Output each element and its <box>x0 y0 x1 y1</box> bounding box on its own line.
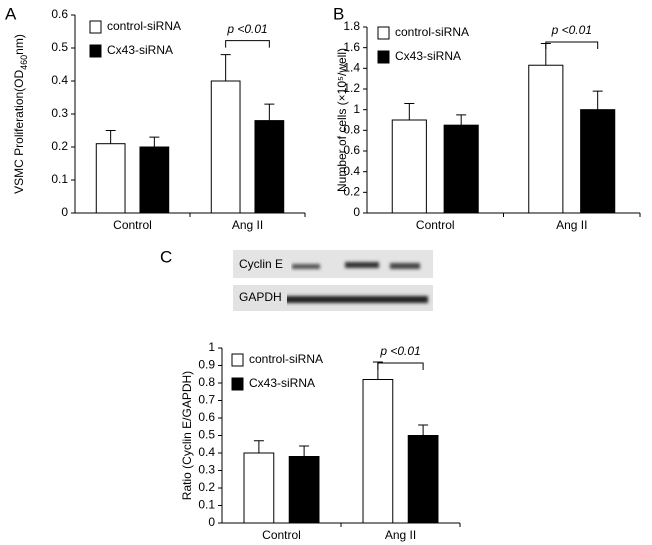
y-axis-label-part: Number of cells (×10⁵/well) <box>335 48 349 192</box>
blot-bands <box>238 262 428 303</box>
y-tick-label: 0.9 <box>198 358 215 372</box>
y-tick-label: 0.4 <box>51 73 68 87</box>
y-axis-label-part: 460 <box>19 55 29 70</box>
y-tick-label: 0.1 <box>198 498 215 512</box>
p-value: p <0.01 <box>551 23 592 37</box>
legend-label: Cx43-siRNA <box>107 43 173 57</box>
blot-label: Cyclin E <box>239 257 283 271</box>
x-tick-label: Ang II <box>385 528 416 542</box>
bar <box>210 80 241 214</box>
legend-swatch <box>377 26 390 40</box>
error-bar <box>105 130 116 144</box>
y-axis-label: Ratio (Cyclin E/GAPDH) <box>180 371 194 500</box>
panel-letter: B <box>333 4 344 23</box>
y-tick-label: 1 <box>353 102 360 116</box>
y-tick-label: 0.3 <box>198 463 215 477</box>
y-tick-label: 1.8 <box>343 19 360 33</box>
bar <box>254 120 285 214</box>
p-value: p <0.01 <box>226 22 267 36</box>
legend-label: control-siRNA <box>395 25 469 39</box>
significance-bracket <box>377 362 424 370</box>
error-bar <box>299 445 310 457</box>
y-tick-label: 0.6 <box>343 143 360 157</box>
legend-label: control-siRNA <box>249 352 323 366</box>
y-axis-label: VSMC Proliferation(OD460nm) <box>12 34 29 194</box>
x-tick-label: Control <box>113 218 152 232</box>
y-tick-label: 0.2 <box>51 139 68 153</box>
x-tick-label: Ang II <box>232 218 263 232</box>
y-tick-label: 1.6 <box>343 40 360 54</box>
y-tick-label: 0.6 <box>198 410 215 424</box>
y-tick-label: 1 <box>208 340 215 354</box>
y-axis-label-part: Ratio (Cyclin E/GAPDH) <box>180 371 194 500</box>
panel-letter: C <box>160 247 172 266</box>
panel-letter: A <box>5 4 17 23</box>
y-tick-label: 0.2 <box>198 480 215 494</box>
y-axis-label-part: VSMC Proliferation(OD <box>12 70 26 194</box>
y-axis-label-part: nm) <box>12 34 26 55</box>
legend-swatch <box>377 50 390 64</box>
legend-swatch <box>231 377 244 391</box>
blot-label: GAPDH <box>239 290 282 304</box>
x-tick-label: Ang II <box>556 218 587 232</box>
error-bar <box>264 103 275 121</box>
legend-label: control-siRNA <box>107 19 181 33</box>
significance-bracket <box>225 40 270 48</box>
bar <box>407 435 439 524</box>
y-tick-label: 0.8 <box>198 375 215 389</box>
significance-bracket <box>545 41 599 49</box>
bar <box>139 146 170 214</box>
y-tick-label: 0.5 <box>51 40 68 54</box>
bar <box>362 379 394 524</box>
y-tick-label: 0 <box>61 205 68 219</box>
y-tick-label: 0.8 <box>343 123 360 137</box>
legend-label: Cx43-siRNA <box>395 49 461 63</box>
bar <box>443 124 479 214</box>
p-value: p <0.01 <box>379 344 420 358</box>
error-bar <box>418 424 429 436</box>
legend-swatch <box>89 44 102 58</box>
y-tick-label: 0.6 <box>51 7 68 21</box>
error-bar <box>253 440 264 453</box>
x-tick-label: Control <box>416 218 455 232</box>
error-bar <box>220 54 231 81</box>
y-tick-label: 0.7 <box>198 393 215 407</box>
y-tick-label: 0 <box>208 515 215 529</box>
western-blot: Cyclin E GAPDH <box>233 250 433 311</box>
y-tick-label: 0.1 <box>51 172 68 186</box>
error-bar <box>404 102 415 120</box>
y-tick-label: 0.3 <box>51 106 68 120</box>
y-tick-label: 0.2 <box>343 185 360 199</box>
y-axis-label: Number of cells (×10⁵/well) <box>335 48 349 192</box>
error-bar <box>149 136 160 147</box>
y-tick-label: 0.5 <box>198 428 215 442</box>
y-tick-label: 0 <box>353 205 360 219</box>
legend-label: Cx43-siRNA <box>249 376 315 390</box>
x-tick-label: Control <box>262 528 301 542</box>
y-tick-label: 1.4 <box>343 61 360 75</box>
bar <box>288 456 320 524</box>
bar <box>528 64 564 214</box>
bar <box>580 109 616 214</box>
y-tick-label: 0.4 <box>198 445 215 459</box>
legend-swatch <box>231 353 244 367</box>
y-tick-label: 0.4 <box>343 164 360 178</box>
bar <box>391 119 427 214</box>
error-bar <box>456 114 467 126</box>
bar <box>243 452 275 524</box>
y-tick-label: 1.2 <box>343 81 360 95</box>
bar <box>95 143 126 214</box>
legend-swatch <box>89 20 102 34</box>
error-bar <box>592 90 603 110</box>
